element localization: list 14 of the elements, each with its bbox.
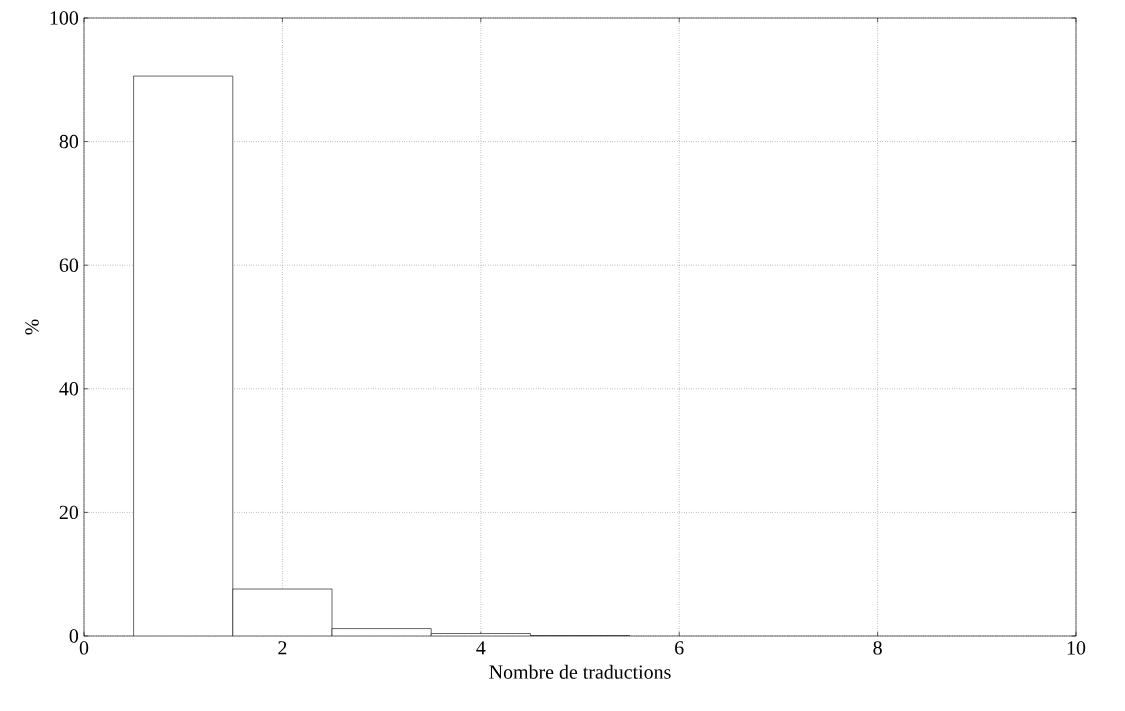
y-tick-label: 40 [59,382,79,396]
y-axis-title: % [25,319,39,335]
x-tick-label: 10 [1067,641,1086,655]
y-tick-label: 0 [69,629,79,643]
y-tick-label: 80 [59,134,79,149]
x-tick-label: 4 [476,641,486,655]
y-tick-label: 20 [59,505,79,520]
x-tick-label: 2 [278,641,287,655]
y-tick-label: 100 [50,11,79,25]
x-tick-label: 6 [675,641,684,655]
x-tick-label: 0 [79,641,89,655]
x-tick-label: 8 [873,641,882,655]
x-axis-title: Nombre de traductions [489,664,671,679]
y-tick-label: 60 [59,258,79,272]
